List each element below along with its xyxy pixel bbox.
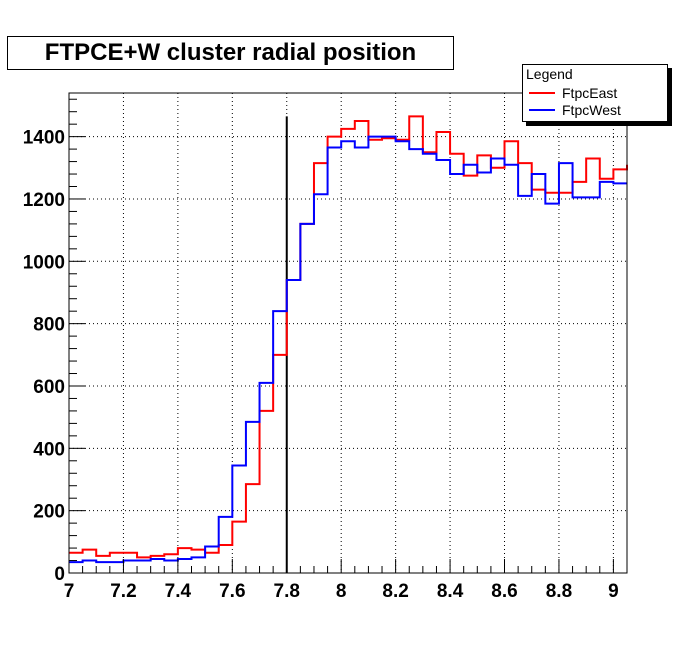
y-tick-label: 400: [33, 439, 65, 460]
y-tick-label: 800: [33, 315, 65, 336]
legend-label-ftpcwest: FtpcWest: [562, 102, 621, 118]
x-tick-label: 8.2: [382, 581, 408, 602]
legend-item-ftpceast: FtpcEast: [529, 84, 617, 102]
y-tick-label: 200: [33, 502, 65, 523]
series-ftpceast: [69, 115, 628, 559]
tick-labels: 7 7.2 7.4 7.6 7.8 8 8.2 8.4 8.6 8.8 9 0 200 400 600 800…: [23, 128, 619, 602]
legend-swatch-ftpceast: [529, 92, 555, 94]
x-tick-label: 7.2: [110, 581, 136, 602]
x-tick-label: 7: [64, 581, 75, 602]
x-tick-label: 8: [336, 581, 347, 602]
y-tick-label: 0: [54, 564, 65, 585]
x-tick-label: 8.8: [546, 581, 572, 602]
y-tick-label: 1200: [23, 190, 65, 211]
y-tick-label: 1400: [23, 128, 65, 149]
legend-swatch-ftpcwest: [529, 109, 555, 111]
legend-item-ftpcwest: FtpcWest: [529, 101, 621, 119]
y-tick-label: 1000: [23, 252, 65, 273]
legend: Legend FtpcEast FtpcWest: [522, 64, 668, 122]
series-lines: [69, 115, 628, 564]
x-tick-label: 8.4: [437, 581, 464, 602]
plot-frame: [68, 92, 628, 574]
x-tick-label: 7.8: [274, 581, 300, 602]
legend-label-ftpceast: FtpcEast: [562, 85, 618, 101]
series-ftpcwest: [69, 135, 627, 564]
grid-lines: [68, 93, 627, 573]
chart-title: FTPCE+W cluster radial position: [7, 36, 454, 70]
x-tick-label: 9: [608, 581, 619, 602]
x-tick-label: 7.6: [219, 581, 245, 602]
x-tick-label: 8.6: [491, 581, 517, 602]
axis-ticks: [68, 98, 614, 574]
x-tick-label: 7.4: [165, 581, 192, 602]
legend-title: Legend: [526, 66, 573, 82]
y-tick-label: 600: [33, 377, 65, 398]
